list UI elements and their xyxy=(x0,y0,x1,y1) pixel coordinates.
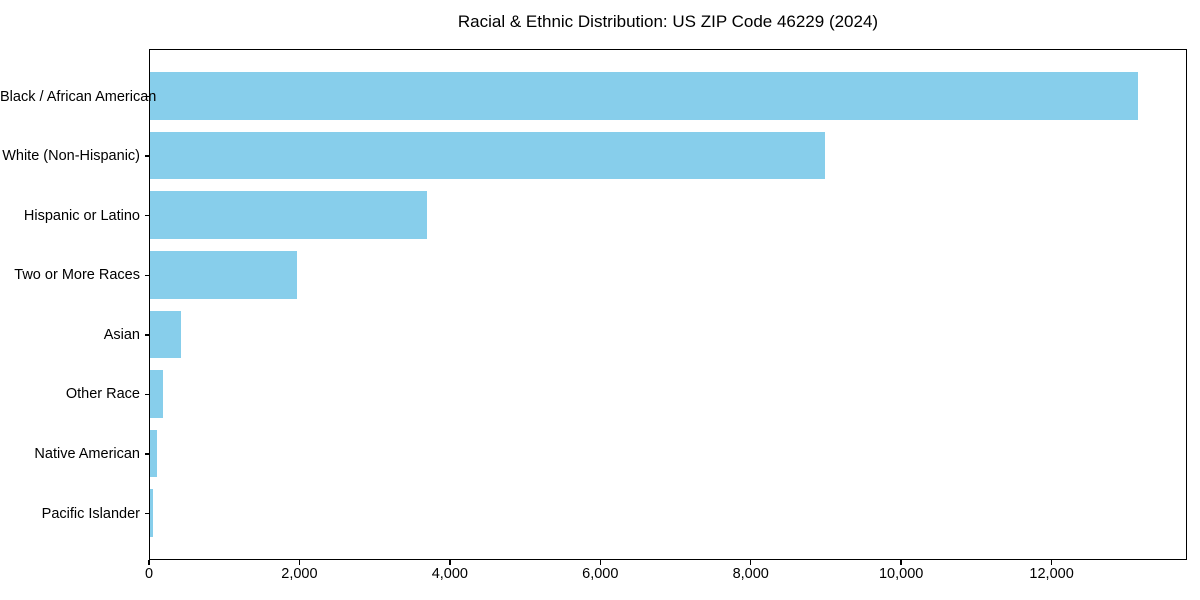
y-tick-mark xyxy=(144,274,149,277)
x-tick-mark xyxy=(449,560,451,565)
y-tick-mark xyxy=(144,453,149,455)
y-tick-mark xyxy=(144,393,149,396)
y-tick-label: Black / African American xyxy=(0,88,157,105)
y-tick-label: Pacific Islander xyxy=(41,505,140,522)
x-tick-mark xyxy=(599,560,602,565)
bar-other-race xyxy=(150,370,163,418)
bar-native-american xyxy=(150,429,157,478)
x-tick-label: 8,000 xyxy=(732,566,769,582)
x-tick-mark xyxy=(148,560,150,565)
x-tick-mark xyxy=(749,560,752,565)
bar-white-non-hispanic xyxy=(150,131,825,180)
x-tick-mark xyxy=(900,560,902,565)
y-tick-label: Hispanic or Latino xyxy=(23,207,140,224)
x-tick-mark xyxy=(1050,560,1053,565)
bar-two-or-more-races xyxy=(150,250,298,299)
x-tick-label: 10,000 xyxy=(878,566,924,582)
bar-pacific-islander xyxy=(150,489,153,537)
bar-black-african-american xyxy=(150,72,1138,120)
chart-title: Racial & Ethnic Distribution: US ZIP Cod… xyxy=(457,12,879,31)
y-tick-label: Two or More Races xyxy=(14,267,140,284)
x-tick-label: 4,000 xyxy=(431,566,468,582)
x-tick-label: 0 xyxy=(144,566,154,582)
y-tick-label: Other Race xyxy=(65,386,140,403)
y-tick-label: White (Non-Hispanic) xyxy=(2,148,140,165)
y-tick-mark xyxy=(144,95,149,98)
y-tick-label: Native American xyxy=(34,445,140,462)
x-tick-label: 6,000 xyxy=(582,566,619,582)
bar-hispanic-or-latino xyxy=(150,191,427,239)
x-tick-label: 2,000 xyxy=(281,566,318,582)
y-tick-mark xyxy=(144,334,149,336)
x-tick-label: 12,000 xyxy=(1029,566,1074,582)
y-tick-mark xyxy=(144,512,149,515)
plot-area xyxy=(149,49,1187,560)
y-tick-label: Asian xyxy=(103,326,140,343)
y-tick-mark xyxy=(144,214,149,217)
x-tick-mark xyxy=(298,560,301,565)
bar-asian xyxy=(150,310,182,359)
y-tick-mark xyxy=(144,155,149,157)
